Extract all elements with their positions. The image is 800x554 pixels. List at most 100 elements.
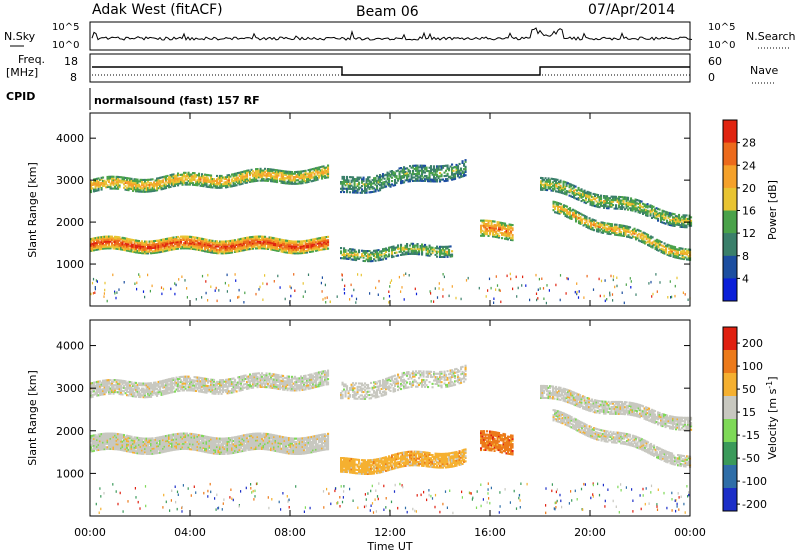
heatmap-cell xyxy=(687,251,690,254)
heatmap-cell xyxy=(600,231,603,234)
heatmap-cell xyxy=(156,450,159,453)
heatmap-cell xyxy=(665,244,668,247)
heatmap-cell xyxy=(627,203,630,206)
heatmap-cell xyxy=(304,173,307,176)
heatmap-cell xyxy=(584,215,587,218)
heatmap-cell xyxy=(129,179,132,182)
heatmap-cell xyxy=(585,198,588,201)
heatmap-cell xyxy=(550,182,553,185)
heatmap-cell xyxy=(159,242,162,245)
heatmap-cell xyxy=(225,240,228,243)
heatmap-cell xyxy=(124,185,127,188)
heatmap-cell xyxy=(129,240,132,243)
heatmap-cell xyxy=(253,173,256,176)
heatmap-cell xyxy=(623,226,626,229)
heatmap-cell xyxy=(243,175,246,178)
heatmap-cell xyxy=(313,243,316,246)
heatmap-cell xyxy=(130,435,133,438)
heatmap-cell xyxy=(350,253,353,256)
heatmap-cell xyxy=(228,284,230,287)
heatmap-cell xyxy=(559,298,561,302)
heatmap-cell xyxy=(483,221,486,224)
heatmap-cell xyxy=(277,171,280,174)
heatmap-cell xyxy=(130,439,133,442)
heatmap-cell xyxy=(324,296,326,300)
heatmap-cell xyxy=(380,178,383,181)
heatmap-cell xyxy=(241,247,244,250)
heatmap-cell xyxy=(572,215,575,218)
heatmap-cell xyxy=(175,236,178,239)
heatmap-cell xyxy=(241,242,244,245)
heatmap-cell xyxy=(250,236,253,239)
heatmap-cell xyxy=(422,176,425,179)
heatmap-cell xyxy=(592,196,595,199)
heatmap-cell xyxy=(370,191,373,194)
heatmap-cell xyxy=(678,218,681,221)
heatmap-cell xyxy=(301,245,304,248)
heatmap-cell xyxy=(258,235,261,238)
heatmap-cell xyxy=(552,189,555,192)
heatmap-cell xyxy=(589,195,592,198)
heatmap-cell xyxy=(606,298,608,301)
heatmap-cell xyxy=(126,443,129,446)
heatmap-cell xyxy=(634,206,637,209)
heatmap-cell xyxy=(165,435,168,438)
heatmap-cell xyxy=(222,250,225,253)
heatmap-cell xyxy=(145,449,148,452)
heatmap-cell xyxy=(630,197,633,200)
heatmap-cell xyxy=(608,226,611,229)
heatmap-cell xyxy=(413,164,416,167)
heatmap-cell xyxy=(600,201,603,204)
heatmap-cell xyxy=(324,170,327,173)
colorbar-tick-label: 28 xyxy=(742,137,756,150)
heatmap-cell xyxy=(223,243,226,246)
heatmap-cell xyxy=(141,447,144,450)
heatmap-cell xyxy=(480,229,483,232)
heatmap-cell xyxy=(404,244,407,247)
heatmap-cell xyxy=(394,246,397,249)
heatmap-cell xyxy=(436,175,439,178)
heatmap-cell xyxy=(117,184,120,187)
heatmap-cell xyxy=(645,234,648,237)
heatmap-cell xyxy=(118,186,121,189)
heatmap-cell xyxy=(138,248,141,251)
heatmap-cell xyxy=(270,170,273,173)
heatmap-cell xyxy=(597,195,600,198)
heatmap-cell xyxy=(286,239,289,242)
heatmap-cell xyxy=(283,251,286,254)
heatmap-cell xyxy=(406,253,409,256)
heatmap-cell xyxy=(559,274,562,277)
heatmap-cell xyxy=(141,252,144,255)
heatmap-cell xyxy=(190,244,193,247)
heatmap-cell xyxy=(319,240,322,243)
heatmap-cell xyxy=(439,247,442,250)
heatmap-cell xyxy=(633,199,636,202)
heatmap-cell xyxy=(605,229,608,232)
heatmap-cell xyxy=(255,178,258,181)
heatmap-cell xyxy=(563,211,566,214)
heatmap-cell xyxy=(208,251,211,254)
heatmap-cell xyxy=(324,168,327,171)
heatmap-cell xyxy=(389,173,392,176)
heatmap-cell xyxy=(132,186,135,189)
heatmap-cell xyxy=(613,197,616,200)
heatmap-cell xyxy=(499,225,502,228)
heatmap-cell xyxy=(105,186,108,189)
heatmap-cell xyxy=(108,177,111,180)
heatmap-cell xyxy=(487,224,490,227)
heatmap-cell xyxy=(391,256,394,259)
heatmap-cell xyxy=(252,247,255,250)
heatmap-cell xyxy=(138,183,141,186)
heatmap-cell xyxy=(148,452,151,455)
heatmap-cell xyxy=(621,226,624,229)
heatmap-cell xyxy=(633,206,636,209)
heatmap-cell xyxy=(244,245,247,248)
heatmap-cell xyxy=(288,250,291,253)
heatmap-cell xyxy=(643,210,646,213)
heatmap-cell xyxy=(154,438,157,441)
heatmap-cell xyxy=(274,177,277,180)
heatmap-cell xyxy=(677,251,680,254)
heatmap-cell xyxy=(356,189,359,192)
heatmap-cell xyxy=(573,196,576,199)
heatmap-cell xyxy=(649,214,652,217)
